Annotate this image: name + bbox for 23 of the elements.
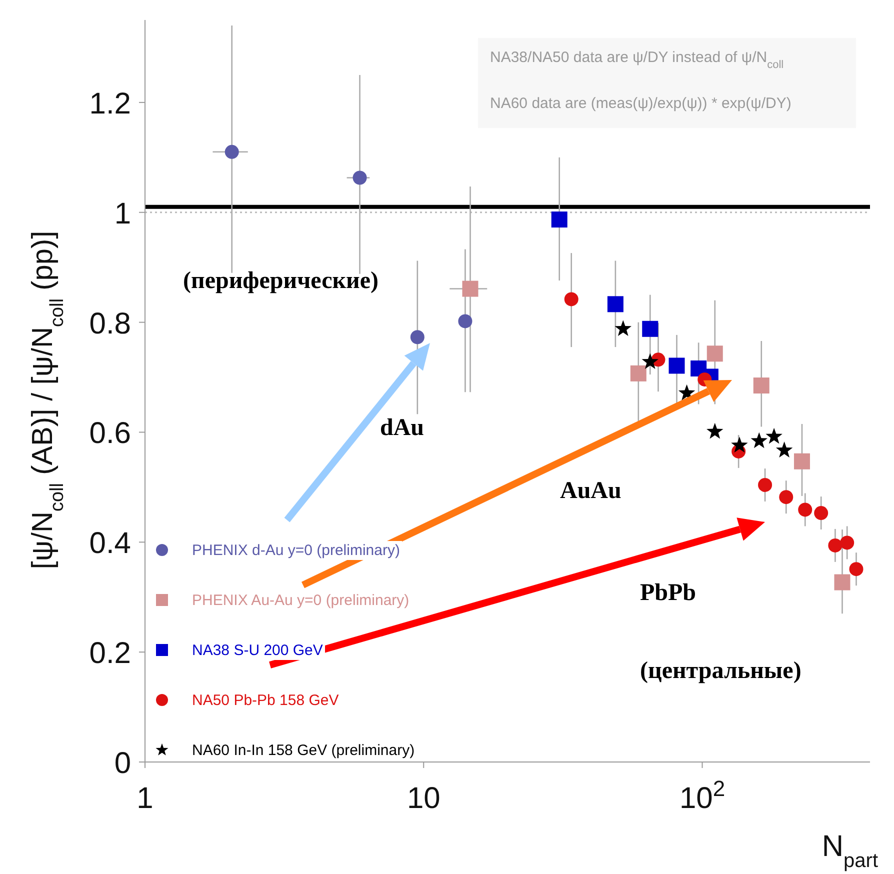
y-tick-label: 0.6 xyxy=(89,417,131,450)
x-tick-label: 10$^{2}$ xyxy=(679,776,726,815)
y-tick-label: 1.2 xyxy=(89,87,131,120)
x-axis-title: N$_{part}$ xyxy=(822,830,878,872)
annotation: dAu xyxy=(380,415,424,441)
annotation: PbPb xyxy=(640,580,696,606)
y-tick-label: 0.8 xyxy=(89,307,131,340)
legend-label: PHENIX d-Au y=0 (preliminary) xyxy=(190,540,402,560)
y-tick-label: 1 xyxy=(114,197,131,230)
y-tick-label: 0.2 xyxy=(89,637,131,670)
annotation: NA38/NA50 data are ψ/DY instead of ψ/N$_{coll}$ xyxy=(490,49,784,71)
legend-label: PHENIX Au-Au y=0 (preliminary) xyxy=(190,590,412,610)
y-tick-label: 0.4 xyxy=(89,527,131,560)
annotation: (периферические) xyxy=(183,268,379,294)
legend-label: NA50 Pb-Pb 158 GeV xyxy=(190,690,341,710)
annotation: (центральные) xyxy=(640,658,802,684)
x-tick-label: 1 xyxy=(136,782,154,815)
annotation: AuAu xyxy=(560,478,622,504)
annotation: NA60 data are (meas(ψ)/exp(ψ)) * exp(ψ/DY) xyxy=(490,95,792,112)
legend-label: NA60 In-In 158 GeV (preliminary) xyxy=(190,740,417,760)
y-tick-label: 0 xyxy=(114,747,131,780)
legend-label: NA38 S-U 200 GeV xyxy=(190,640,325,660)
x-tick-label: 10 xyxy=(406,782,440,815)
